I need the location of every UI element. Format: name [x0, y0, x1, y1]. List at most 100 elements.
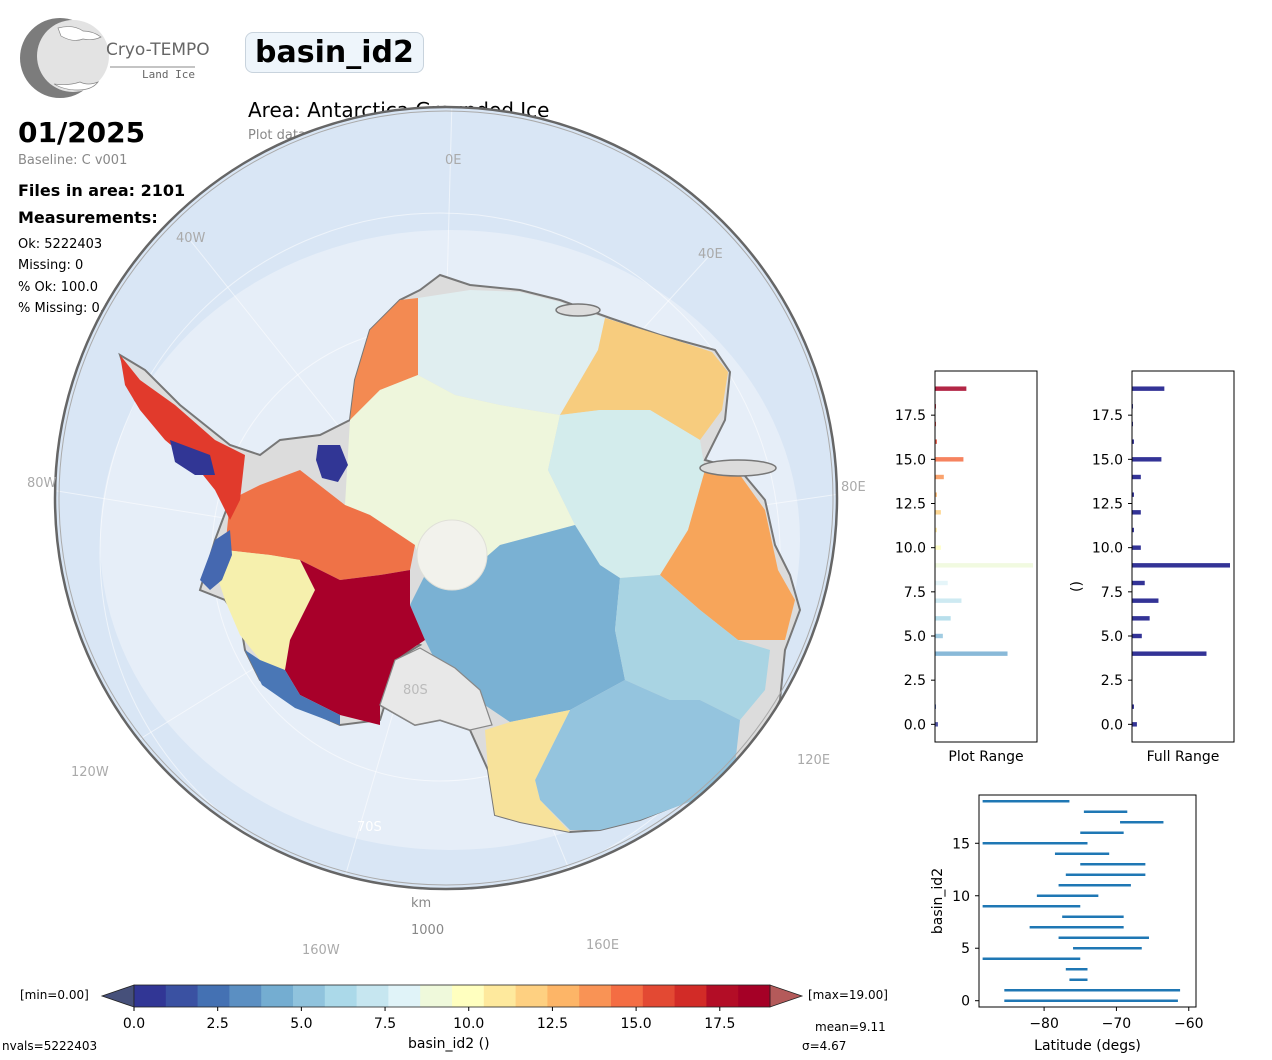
histogram-ytick-label: 17.5 [1092, 408, 1123, 424]
scale-unit: km [411, 896, 432, 911]
antarctica-map [53, 105, 839, 891]
colorbar-tick-label: 15.0 [621, 1016, 652, 1032]
colorbar-swatch [706, 985, 739, 1007]
histogram-bar [935, 633, 943, 639]
histogram-ytick-label: 12.5 [1092, 497, 1123, 513]
range-frame [978, 794, 1197, 1008]
range-xtick-label: −70 [1102, 1016, 1132, 1032]
histogram-ytick-label: 10.0 [895, 541, 926, 557]
measurements-label: Measurements: [18, 208, 158, 227]
histogram-bar [1132, 474, 1141, 480]
colorbar-tick-label: 17.5 [704, 1016, 735, 1032]
histogram-ytick-label: 7.5 [904, 585, 926, 601]
histogram-bar [935, 545, 941, 550]
histogram-ytick-label: 15.0 [895, 452, 926, 468]
histogram-ytick-label: 17.5 [895, 408, 926, 424]
histogram-bar [1132, 545, 1141, 550]
histogram-ytick-label: 7.5 [1101, 585, 1123, 601]
region-basin-1-peninsula [170, 440, 215, 475]
lat-label-70s: 70S [357, 820, 382, 835]
colorbar-mean: mean=9.11 [815, 1020, 886, 1034]
colorbar-swatch [261, 985, 294, 1007]
logo-subtitle: Land Ice [142, 68, 195, 81]
histogram-frame [1131, 370, 1235, 743]
region-basin-6 [615, 575, 770, 720]
histogram-ytick-label: 5.0 [904, 629, 926, 645]
histogram-bar [1132, 580, 1145, 586]
colorbar-swatch [642, 985, 676, 1007]
histogram-bar [935, 439, 937, 444]
colorbar-frame [133, 984, 771, 1008]
lon-label-80w: 80W [27, 476, 57, 491]
histogram-bar [935, 563, 1033, 568]
region-basin-15 [225, 470, 415, 580]
stat-missing: Missing: 0 [18, 258, 84, 273]
colorbar-swatch [738, 985, 771, 1007]
histogram-bar [1132, 704, 1134, 709]
range-xlabel: Latitude (degs) [1034, 1038, 1141, 1054]
region-basin-4 [410, 525, 625, 722]
histogram-ytick-label: 12.5 [895, 497, 926, 513]
histogram-bar [1132, 651, 1207, 656]
histogram-bar [1132, 598, 1159, 603]
colorbar: 0.0 2.5 5.0 7.5 10.0 12.5 15.0 17.5 [100, 984, 804, 1032]
region-basin-16 [120, 355, 245, 520]
colorbar-nvals: nvals=5222403 [2, 1039, 98, 1053]
histogram-bar [1132, 386, 1165, 391]
region-basin-3 [245, 650, 340, 725]
histogram-ytick-label: 2.5 [1101, 673, 1123, 689]
colorbar-swatch [324, 985, 358, 1007]
lon-label-120w: 120W [71, 765, 109, 780]
histogram-bar [935, 510, 941, 515]
histogram-ytick-label: 2.5 [904, 673, 926, 689]
colorbar-swatch [611, 985, 644, 1007]
histogram-bar [935, 386, 967, 391]
region-basin-9-large [345, 375, 575, 580]
range-xtick-label: −60 [1174, 1016, 1204, 1032]
region-basin-17 [418, 290, 605, 415]
colorbar-tick-label: 7.5 [374, 1016, 396, 1032]
stat-ok: Ok: 5222403 [18, 237, 103, 252]
colorbar-tick-label: 12.5 [537, 1016, 568, 1032]
histogram-xlabel: Full Range [1147, 749, 1220, 765]
histogram-ylabel: () [1069, 581, 1085, 592]
range-ytick-label: 10 [952, 889, 970, 905]
histogram-ytick-label: 15.0 [1092, 452, 1123, 468]
colorbar-tick-label: 5.0 [290, 1016, 312, 1032]
plot-title: basin_id2 [245, 32, 424, 73]
region-basin-18 [350, 298, 418, 420]
baseline-label: Baseline: C v001 [18, 153, 128, 168]
stat-pct-missing: % Missing: 0.0 [18, 301, 113, 316]
lon-label-120e: 120E [797, 753, 831, 768]
colorbar-swatch [293, 985, 326, 1007]
histogram-bar [935, 457, 964, 462]
lon-label-0e: 0E [445, 153, 462, 168]
region-basin-8 [548, 410, 705, 578]
logo-name: Cryo-TEMPO [106, 40, 210, 60]
histogram-bar [1132, 722, 1137, 727]
files-label: Files in area: 2101 [18, 181, 186, 200]
cryo-tempo-logo [20, 18, 195, 98]
colorbar-swatch [356, 985, 389, 1007]
colorbar-swatch [420, 985, 453, 1007]
colorbar-swatch [674, 985, 707, 1007]
colorbar-swatch [229, 985, 262, 1007]
histogram-bar [935, 527, 937, 533]
region-basin-13 [660, 470, 795, 640]
colorbar-swatch [579, 985, 612, 1007]
colorbar-swatch [483, 985, 517, 1007]
lon-label-40w: 40W [176, 231, 206, 246]
region-basin-12 [485, 710, 570, 832]
histogram-bar [1132, 439, 1134, 444]
colorbar-tick-label: 2.5 [207, 1016, 229, 1032]
histogram-bar [935, 651, 1008, 656]
histogram-bar [1132, 563, 1230, 568]
scale-value: 1000 [411, 923, 445, 938]
histogram-bar [1132, 616, 1150, 621]
histogram-bar [1132, 492, 1134, 497]
region-basin-5 [535, 680, 740, 830]
region-basin-19 [285, 560, 425, 725]
histogram-ytick-label: 5.0 [1101, 629, 1123, 645]
histogram-bar [935, 492, 937, 497]
range-ytick-label: 0 [961, 994, 970, 1010]
